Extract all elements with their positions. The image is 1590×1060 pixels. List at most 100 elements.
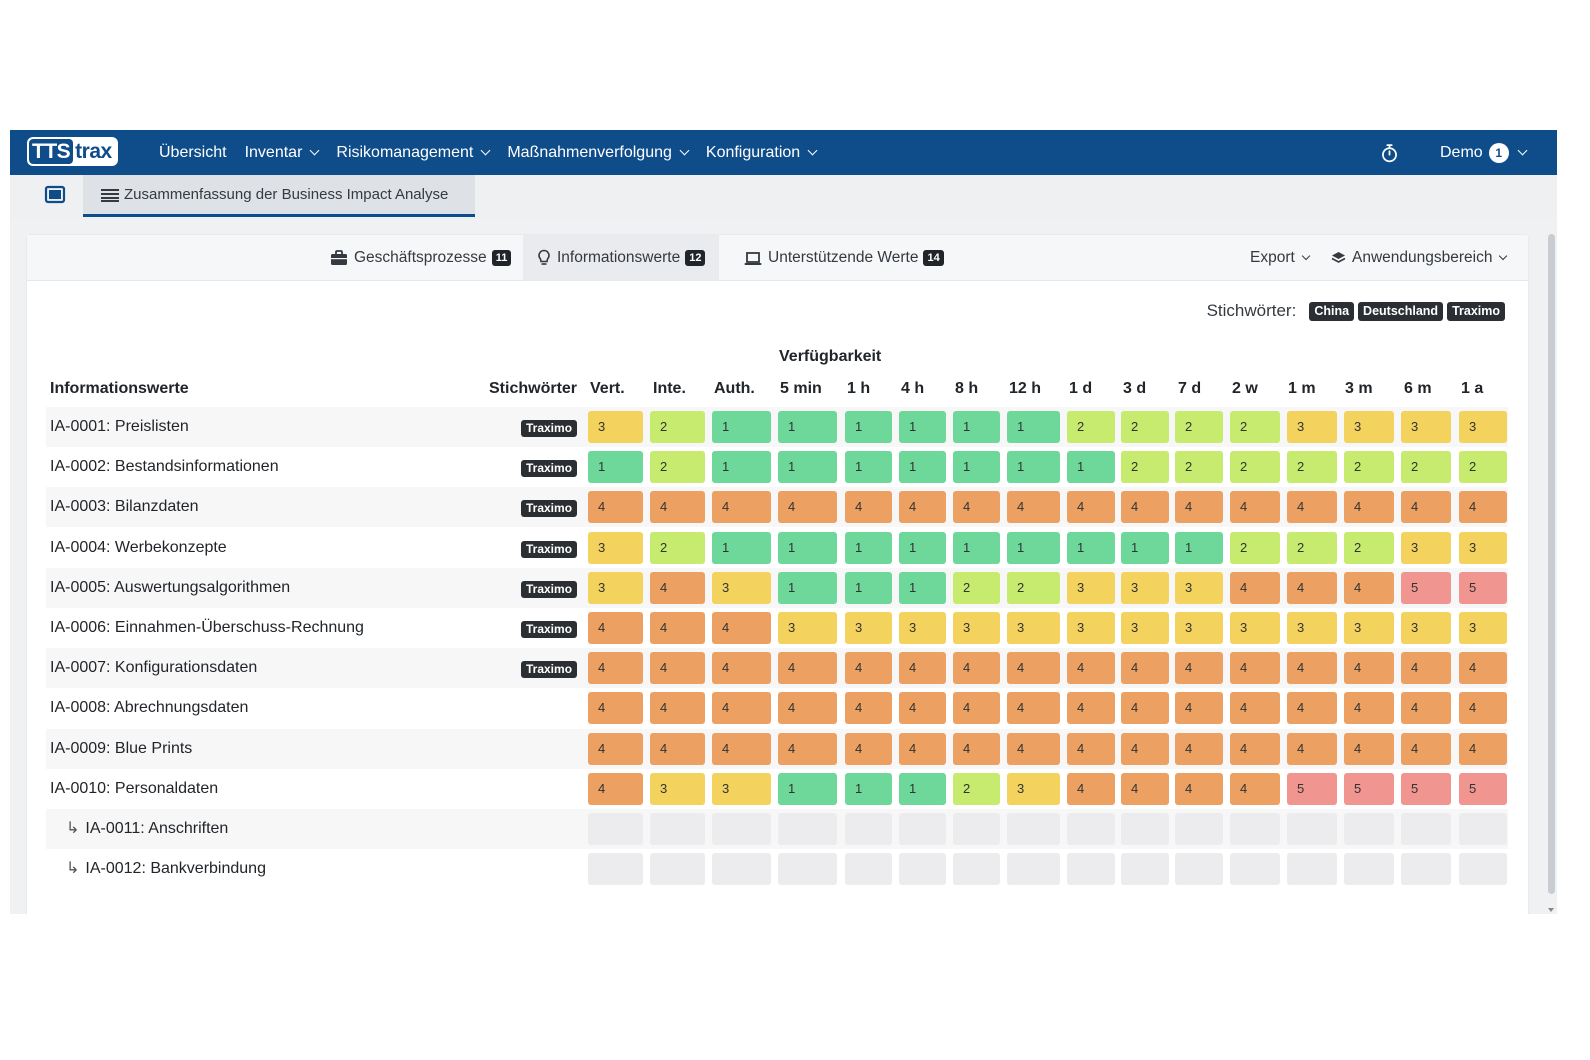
impact-cell[interactable] xyxy=(1287,853,1337,886)
impact-cell[interactable]: 3 xyxy=(712,571,771,604)
impact-cell[interactable]: 4 xyxy=(1230,571,1280,604)
impact-cell[interactable] xyxy=(953,853,1000,886)
impact-cell[interactable]: 4 xyxy=(845,692,892,725)
impact-cell[interactable]: 1 xyxy=(953,451,1000,484)
impact-cell[interactable]: 2 xyxy=(1121,411,1169,443)
nav-item-inventar[interactable]: Inventar xyxy=(245,144,320,162)
impact-cell[interactable]: 1 xyxy=(712,451,771,484)
impact-cell[interactable]: 4 xyxy=(1459,491,1507,524)
impact-cell[interactable]: 2 xyxy=(953,571,1000,604)
row-name[interactable]: ↳ IA-0011: Anschriften xyxy=(66,809,228,849)
impact-cell[interactable]: 4 xyxy=(1344,571,1394,604)
tab-informationswerte[interactable]: Informationswerte 12 xyxy=(523,235,720,281)
impact-cell[interactable]: 4 xyxy=(712,692,771,725)
col-header[interactable]: Auth. xyxy=(714,380,755,397)
impact-cell[interactable]: 4 xyxy=(712,491,771,524)
export-dropdown[interactable]: Export xyxy=(1236,235,1323,281)
impact-cell[interactable]: 4 xyxy=(1121,692,1169,725)
table-row[interactable]: IA-0010: Personaldaten 4 3 3 1 1 1 2 3 4 4 4 4 5 5 5 5 xyxy=(46,769,1508,809)
impact-cell[interactable]: 3 xyxy=(1401,531,1451,564)
nav-item-uebersicht[interactable]: Übersicht xyxy=(159,144,227,162)
col-header[interactable]: 4 h xyxy=(901,380,925,397)
col-header[interactable]: 5 min xyxy=(780,380,822,397)
impact-cell[interactable]: 3 xyxy=(1230,612,1280,644)
impact-cell[interactable]: 4 xyxy=(650,491,705,524)
impact-cell[interactable]: 1 xyxy=(899,772,946,805)
impact-cell[interactable] xyxy=(650,853,705,886)
keyword-badge-deutschland[interactable]: Deutschland xyxy=(1358,301,1444,321)
impact-cell[interactable]: 3 xyxy=(845,612,892,644)
row-name[interactable]: IA-0001: Preislisten xyxy=(50,407,189,447)
impact-cell[interactable]: 4 xyxy=(1459,692,1507,725)
stopwatch-icon[interactable] xyxy=(1379,142,1400,164)
impact-cell[interactable]: 4 xyxy=(1067,732,1115,765)
impact-cell[interactable]: 2 xyxy=(1230,411,1280,443)
impact-cell[interactable]: 3 xyxy=(1121,571,1169,604)
impact-cell[interactable] xyxy=(650,813,705,845)
impact-cell[interactable] xyxy=(712,853,771,886)
impact-cell[interactable]: 2 xyxy=(650,451,705,484)
impact-cell[interactable]: 4 xyxy=(1287,652,1337,685)
impact-cell[interactable]: 2 xyxy=(650,411,705,443)
keyword-badge-traximo[interactable]: Traximo xyxy=(1447,301,1505,321)
impact-cell[interactable]: 1 xyxy=(1121,531,1169,564)
impact-cell[interactable]: 4 xyxy=(650,692,705,725)
impact-cell[interactable]: 4 xyxy=(1401,652,1451,685)
impact-cell[interactable]: 5 xyxy=(1401,772,1451,805)
impact-cell[interactable]: 2 xyxy=(1401,451,1451,484)
table-row[interactable]: ↳ IA-0011: Anschriften xyxy=(46,809,1508,849)
impact-cell[interactable]: 1 xyxy=(845,411,892,443)
table-row[interactable]: IA-0007: Konfigurationsdaten Traximo 4 4 4 4 4… xyxy=(46,648,1508,689)
row-keyword-badge[interactable]: Traximo xyxy=(521,661,578,679)
impact-cell[interactable] xyxy=(1175,853,1223,886)
impact-cell[interactable]: 4 xyxy=(1230,772,1280,805)
impact-cell[interactable]: 1 xyxy=(778,531,837,564)
nav-item-konfiguration[interactable]: Konfiguration xyxy=(706,144,818,162)
impact-cell[interactable]: 3 xyxy=(712,772,771,805)
impact-cell[interactable]: 1 xyxy=(778,411,837,443)
scrollbar-thumb[interactable] xyxy=(1548,234,1555,894)
impact-cell[interactable]: 4 xyxy=(1230,491,1280,524)
impact-cell[interactable]: 1 xyxy=(845,571,892,604)
impact-cell[interactable]: 4 xyxy=(1401,732,1451,765)
tab-bia-summary[interactable]: Zusammenfassung der Business Impact Anal… xyxy=(83,175,475,217)
col-header[interactable]: 1 h xyxy=(847,380,871,397)
nav-item-risikomanagement[interactable]: Risikomanagement xyxy=(336,144,491,162)
impact-cell[interactable]: 5 xyxy=(1344,772,1394,805)
impact-cell[interactable]: 3 xyxy=(1121,612,1169,644)
impact-cell[interactable]: 3 xyxy=(588,531,643,564)
impact-cell[interactable]: 4 xyxy=(1344,491,1394,524)
impact-cell[interactable]: 4 xyxy=(650,612,705,644)
impact-cell[interactable]: 4 xyxy=(899,732,946,765)
impact-cell[interactable] xyxy=(1007,813,1060,845)
impact-cell[interactable]: 5 xyxy=(1287,772,1337,805)
impact-cell[interactable] xyxy=(778,813,837,845)
col-header[interactable]: 6 m xyxy=(1404,380,1432,397)
impact-cell[interactable]: 1 xyxy=(1067,451,1115,484)
impact-cell[interactable]: 4 xyxy=(1230,732,1280,765)
impact-cell[interactable] xyxy=(1401,813,1451,845)
impact-cell[interactable]: 1 xyxy=(1007,411,1060,443)
nav-item-massnahmenverfolgung[interactable]: Maßnahmenverfolgung xyxy=(507,144,690,162)
vertical-scrollbar[interactable] xyxy=(1546,230,1557,914)
impact-cell[interactable]: 3 xyxy=(1401,612,1451,644)
impact-cell[interactable]: 4 xyxy=(1007,692,1060,725)
row-keyword-badge[interactable]: Traximo xyxy=(521,621,578,638)
table-row[interactable]: IA-0001: Preislisten Traximo 3 2 1 1 1 1 1 1 2 2 2 2 3… xyxy=(46,407,1508,447)
impact-cell[interactable] xyxy=(845,813,892,845)
impact-cell[interactable]: 2 xyxy=(1007,571,1060,604)
impact-cell[interactable] xyxy=(1067,813,1115,845)
impact-cell[interactable]: 3 xyxy=(1067,571,1115,604)
impact-cell[interactable]: 3 xyxy=(1175,612,1223,644)
row-keyword-badge[interactable]: Traximo xyxy=(521,580,578,598)
impact-cell[interactable]: 1 xyxy=(845,531,892,564)
impact-cell[interactable] xyxy=(588,813,643,845)
impact-cell[interactable]: 4 xyxy=(712,612,771,644)
impact-cell[interactable]: 3 xyxy=(1459,411,1507,443)
table-row[interactable]: IA-0005: Auswertungsalgorithmen Traximo 3 4… xyxy=(46,567,1508,608)
impact-cell[interactable]: 2 xyxy=(1230,531,1280,564)
impact-cell[interactable]: 4 xyxy=(588,652,643,685)
row-keyword-badge[interactable]: Traximo xyxy=(521,540,578,558)
impact-cell[interactable]: 4 xyxy=(899,692,946,725)
impact-cell[interactable]: 4 xyxy=(845,491,892,524)
